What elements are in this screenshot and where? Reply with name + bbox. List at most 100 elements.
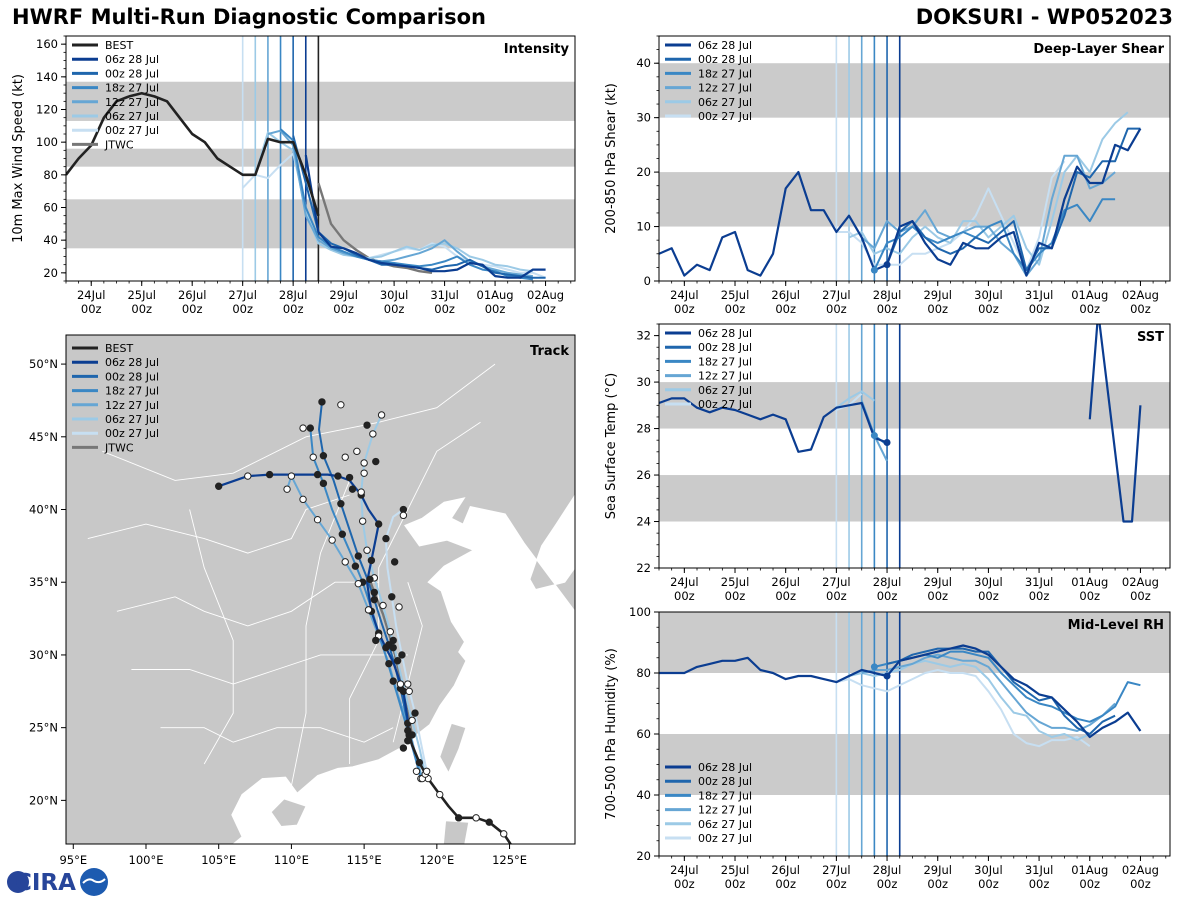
rh-x-tick-hour: 00z <box>1079 877 1100 891</box>
track-point <box>389 636 397 645</box>
track-legend-label: JTWC <box>104 441 134 454</box>
track-point <box>319 479 328 488</box>
track-panel-title: Track <box>530 344 569 359</box>
track-point <box>405 687 413 695</box>
sst-y-tick-label: 30 <box>636 375 651 389</box>
track-y-tick-label: 30°N <box>29 648 58 662</box>
track-legend-label: 00z 28 Jul <box>105 370 159 383</box>
track-point <box>363 421 371 429</box>
rh-series-line <box>861 653 1116 732</box>
track-point <box>318 398 326 406</box>
intensity-x-tick-hour: 00z <box>182 302 203 316</box>
sst-x-tick-day: 29Jul <box>923 575 952 589</box>
track-border-line <box>87 494 350 554</box>
track-point <box>360 469 368 477</box>
rh-x-tick-day: 27Jul <box>822 863 851 877</box>
shear-legend-label: 06z 27 Jul <box>698 96 752 109</box>
sst-x-tick-day: 31Jul <box>1025 575 1054 589</box>
sst-frame <box>658 323 1171 569</box>
intensity-y-axis-label: 10m Max Wind Speed (kt) <box>11 74 26 243</box>
track-border-line <box>392 582 423 743</box>
intensity-series-line <box>304 155 546 279</box>
rh-legend-label: 00z 27 Jul <box>698 832 752 845</box>
track-point <box>408 716 416 725</box>
shear-x-tick-hour: 00z <box>927 302 948 316</box>
shear-series-line <box>848 111 1129 266</box>
track-point <box>334 472 342 480</box>
intensity-y-tick-label: 80 <box>43 168 58 182</box>
rh-x-tick-day: 30Jul <box>974 863 1003 877</box>
intensity-x-tick-hour: 00z <box>535 302 556 316</box>
track-point <box>370 595 379 604</box>
track-point <box>313 470 322 479</box>
sst-legend-label: 06z 28 Jul <box>698 327 752 340</box>
shear-x-tick-hour: 00z <box>978 302 999 316</box>
track-point <box>348 485 357 493</box>
track-point <box>404 737 412 745</box>
track-point <box>287 472 296 480</box>
track-map-panel: 95°E 100°E 105°E 110°E 115°E 120°E 125°E 20°N 25… <box>29 334 576 867</box>
cira-logo-text: CIRA <box>15 870 76 896</box>
shear-x-tick-day: 31Jul <box>1025 288 1054 302</box>
track-y-tick-label: 40°N <box>29 503 58 517</box>
shear-x-tick-day: 29Jul <box>923 288 952 302</box>
shear-plot-content <box>659 36 1170 281</box>
track-frame <box>65 334 576 845</box>
intensity-plot-content <box>66 36 575 281</box>
sst-y-tick-label: 24 <box>636 515 651 529</box>
rh-panel: 2040608010024Jul00z25Jul00z26Jul00z27Jul… <box>604 605 1171 891</box>
shear-init-marker <box>870 266 878 274</box>
track-point <box>408 731 416 739</box>
track-point <box>319 452 328 460</box>
intensity-x-tick-day: 29Jul <box>329 288 358 302</box>
rh-x-tick-hour: 00z <box>826 877 847 891</box>
shear-panel-title: Deep-Layer Shear <box>1033 42 1164 57</box>
shear-x-tick-hour: 00z <box>674 302 695 316</box>
rh-x-tick-day: 28Jul <box>873 863 902 877</box>
shear-series-line <box>659 128 1142 277</box>
track-point <box>500 830 508 838</box>
rh-band <box>659 734 1170 795</box>
rh-x-tick-hour: 00z <box>1029 877 1050 891</box>
track-point <box>454 814 463 822</box>
track-point <box>396 680 405 688</box>
sst-x-tick-hour: 00z <box>927 589 948 603</box>
intensity-x-tick-hour: 00z <box>81 302 102 316</box>
sst-x-tick-hour: 00z <box>1079 589 1100 603</box>
track-point <box>390 558 399 566</box>
track-x-tick-label: 115°E <box>347 853 382 867</box>
track-point <box>399 511 408 520</box>
rh-legend-label: 06z 28 Jul <box>698 761 752 774</box>
sst-series-line <box>1088 324 1142 523</box>
shear-x-tick-hour: 00z <box>1130 302 1151 316</box>
track-legend-label: BEST <box>105 342 133 355</box>
track-border-line <box>102 363 496 481</box>
intensity-legend-label: 18z 27 Jul <box>105 82 159 95</box>
track-point <box>337 401 345 409</box>
track-legend-label: 18z 27 Jul <box>105 385 159 398</box>
sst-x-tick-hour: 00z <box>725 589 746 603</box>
sst-x-tick-day: 02Aug <box>1122 575 1159 589</box>
sst-y-tick-label: 32 <box>636 329 651 343</box>
intensity-x-tick-hour: 00z <box>232 302 253 316</box>
shear-x-tick-day: 02Aug <box>1122 288 1159 302</box>
rh-y-tick-label: 80 <box>636 666 651 680</box>
intensity-legend-label: 00z 27 Jul <box>105 124 159 137</box>
track-land <box>66 335 575 844</box>
rh-x-tick-hour: 00z <box>725 877 746 891</box>
rh-x-tick-day: 25Jul <box>721 863 750 877</box>
track-point <box>386 627 395 636</box>
track-point <box>370 588 379 597</box>
track-point <box>412 767 421 775</box>
sst-x-tick-hour: 00z <box>1029 589 1050 603</box>
sst-legend-label: 00z 27 Jul <box>698 398 752 411</box>
sst-x-tick-day: 25Jul <box>721 575 750 589</box>
track-y-tick-label: 20°N <box>29 793 58 807</box>
sst-band <box>659 475 1170 522</box>
sst-legend-label: 06z 27 Jul <box>698 384 752 397</box>
shear-x-tick-hour: 00z <box>775 302 796 316</box>
shear-band <box>659 172 1170 227</box>
intensity-x-tick-hour: 00z <box>333 302 354 316</box>
rh-legend-label: 12z 27 Jul <box>698 804 752 817</box>
track-x-tick-label: 95°E <box>59 853 87 867</box>
